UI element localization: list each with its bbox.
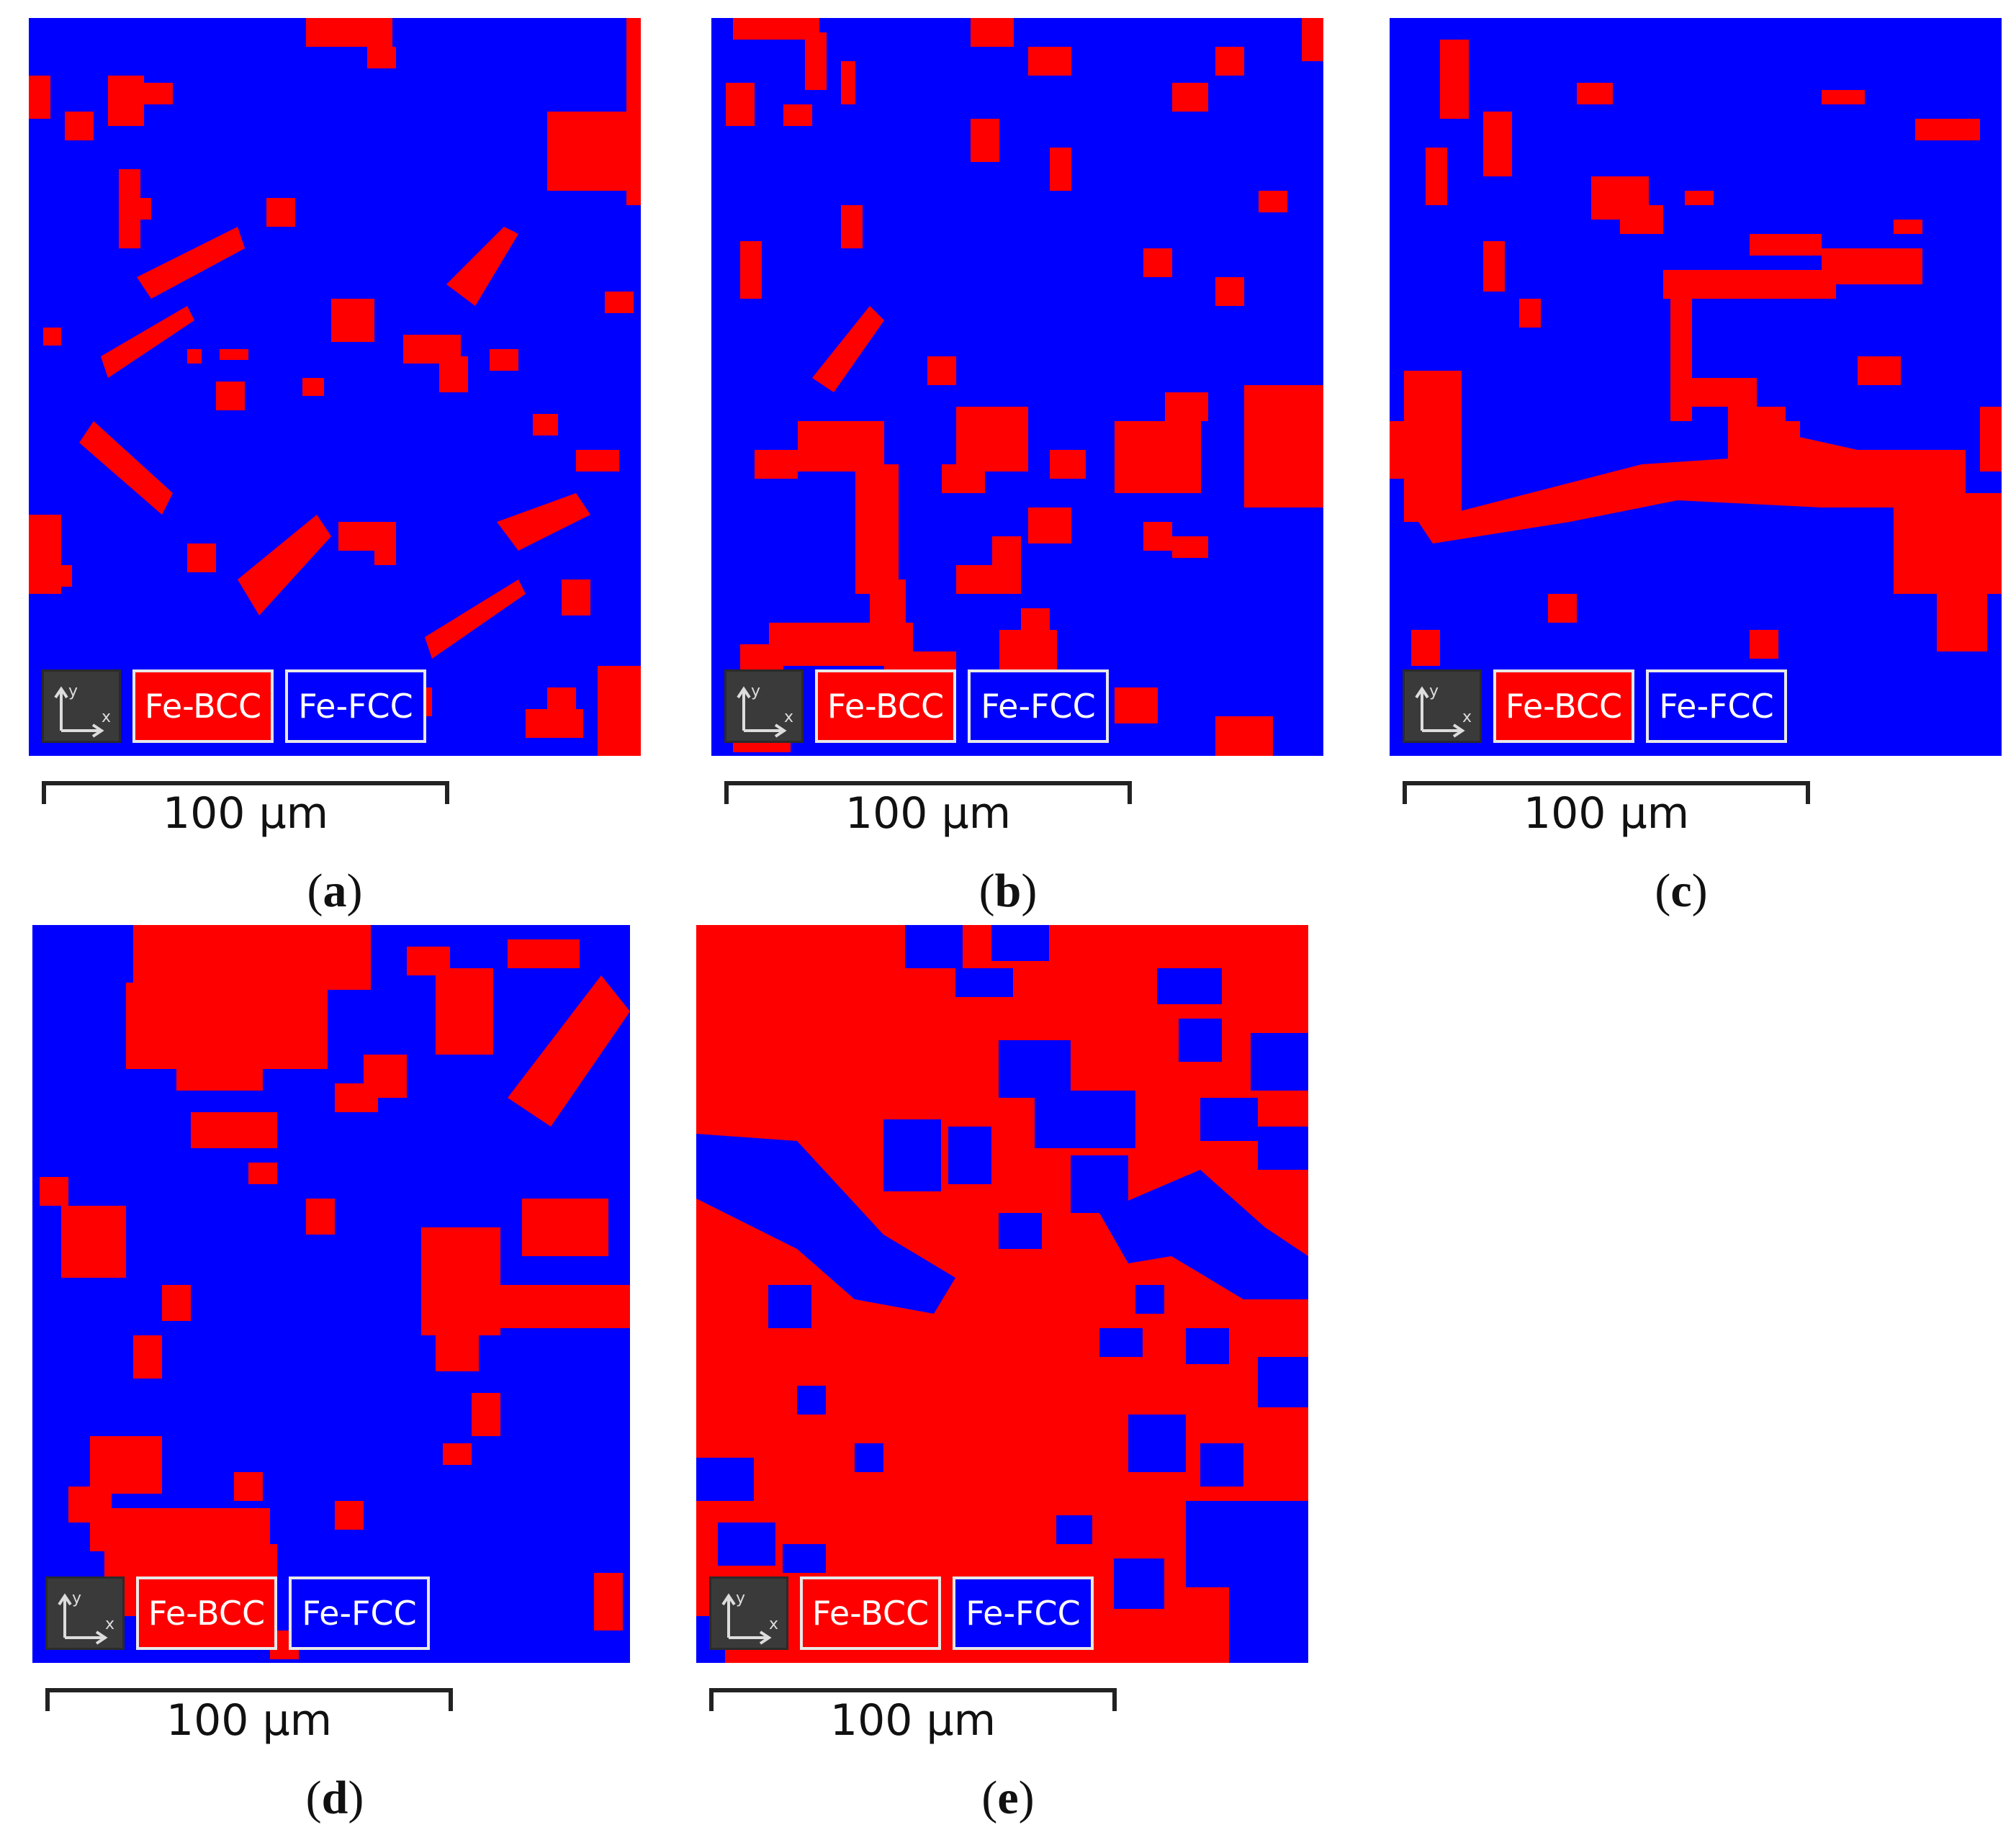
phase-map-d (32, 925, 630, 1663)
svg-text:x: x (102, 708, 111, 726)
phase-map-c (1390, 18, 2002, 756)
legend-fe-bcc: Fe-BCC (800, 1576, 941, 1650)
svg-text:y: y (751, 682, 760, 700)
scale-bar (1403, 781, 1810, 804)
phase-legend: y x Fe-BCC Fe-FCC (1403, 669, 1787, 743)
panel-b: y x Fe-BCC Fe-FCC 100 µm (711, 18, 1323, 896)
legend-fe-bcc: Fe-BCC (132, 669, 274, 743)
legend-fe-fcc: Fe-FCC (285, 669, 426, 743)
caption-d: (d) (305, 1772, 364, 1824)
scale-bar (42, 781, 449, 804)
legend-fe-fcc: Fe-FCC (1646, 669, 1787, 743)
phase-map-e (696, 925, 1308, 1663)
panel-d: y x Fe-BCC Fe-FCC 100 µm (32, 925, 644, 1803)
svg-text:x: x (769, 1615, 778, 1633)
phase-legend: y x Fe-BCC Fe-FCC (45, 1576, 430, 1650)
panel-e: y x Fe-BCC Fe-FCC 100 µm (696, 925, 1308, 1803)
legend-fe-bcc: Fe-BCC (136, 1576, 277, 1650)
phase-legend: y x Fe-BCC Fe-FCC (724, 669, 1109, 743)
scale-bar (709, 1688, 1117, 1711)
svg-text:x: x (105, 1615, 114, 1633)
xy-axes-icon: y x (42, 669, 121, 743)
legend-fe-fcc: Fe-FCC (289, 1576, 430, 1650)
svg-text:y: y (68, 682, 78, 700)
scale-label: 100 µm (1523, 788, 1690, 839)
svg-text:y: y (736, 1589, 745, 1607)
caption-e: (e) (981, 1772, 1035, 1824)
phase-map-b (711, 18, 1323, 756)
svg-text:x: x (784, 708, 793, 726)
caption-b: (b) (978, 865, 1038, 917)
svg-text:y: y (1429, 682, 1439, 700)
scale-label: 100 µm (166, 1695, 333, 1746)
scale-label: 100 µm (162, 788, 329, 839)
legend-fe-bcc: Fe-BCC (815, 669, 956, 743)
scale-label: 100 µm (845, 788, 1012, 839)
scale-label: 100 µm (829, 1695, 996, 1746)
xy-axes-icon: y x (724, 669, 804, 743)
xy-axes-icon: y x (1403, 669, 1482, 743)
caption-a: (a) (307, 865, 363, 917)
svg-text:x: x (1462, 708, 1472, 726)
scale-bar (724, 781, 1132, 804)
xy-axes-icon: y x (45, 1576, 125, 1650)
phase-legend: y x Fe-BCC Fe-FCC (709, 1576, 1094, 1650)
legend-fe-fcc: Fe-FCC (968, 669, 1109, 743)
xy-axes-icon: y x (709, 1576, 788, 1650)
panel-c: y x Fe-BCC Fe-FCC 100 µm (1390, 18, 2002, 896)
panel-a: y x Fe-BCC Fe-FCC 100 µm (29, 18, 641, 896)
svg-text:y: y (72, 1589, 81, 1607)
legend-fe-bcc: Fe-BCC (1493, 669, 1634, 743)
legend-fe-fcc: Fe-FCC (953, 1576, 1094, 1650)
scale-bar (45, 1688, 453, 1711)
caption-c: (c) (1655, 865, 1708, 917)
phase-legend: y x Fe-BCC Fe-FCC (42, 669, 426, 743)
phase-map-a (29, 18, 641, 756)
